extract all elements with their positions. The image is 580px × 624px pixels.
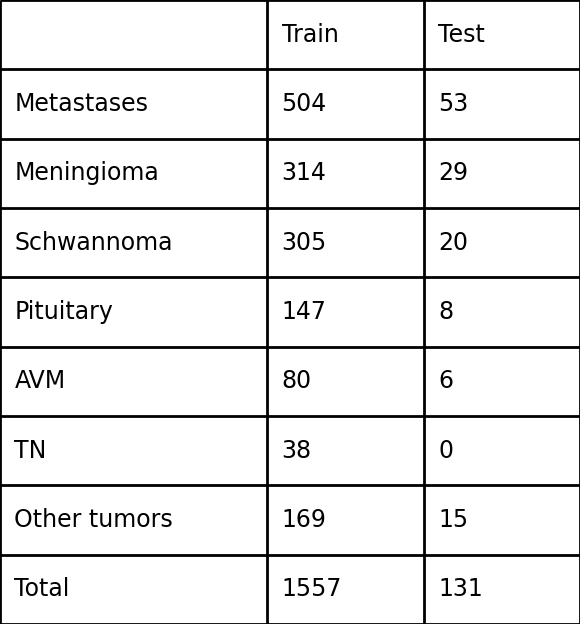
Text: 8: 8 [438, 300, 454, 324]
Text: TN: TN [14, 439, 47, 462]
Text: 169: 169 [281, 508, 327, 532]
Text: 53: 53 [438, 92, 469, 116]
Text: Train: Train [281, 22, 338, 47]
Text: Meningioma: Meningioma [14, 162, 160, 185]
Text: 147: 147 [281, 300, 327, 324]
Text: Schwannoma: Schwannoma [14, 231, 173, 255]
Text: Test: Test [438, 22, 485, 47]
Text: 131: 131 [438, 577, 483, 602]
Text: 29: 29 [438, 162, 469, 185]
Text: 20: 20 [438, 231, 469, 255]
Text: AVM: AVM [14, 369, 66, 393]
Text: Pituitary: Pituitary [14, 300, 113, 324]
Text: 38: 38 [281, 439, 311, 462]
Text: Other tumors: Other tumors [14, 508, 173, 532]
Text: 15: 15 [438, 508, 469, 532]
Text: 6: 6 [438, 369, 454, 393]
Text: Metastases: Metastases [14, 92, 148, 116]
Text: 1557: 1557 [281, 577, 342, 602]
Text: 0: 0 [438, 439, 454, 462]
Text: 305: 305 [281, 231, 327, 255]
Text: 80: 80 [281, 369, 311, 393]
Text: 504: 504 [281, 92, 327, 116]
Text: 314: 314 [281, 162, 327, 185]
Text: Total: Total [14, 577, 70, 602]
